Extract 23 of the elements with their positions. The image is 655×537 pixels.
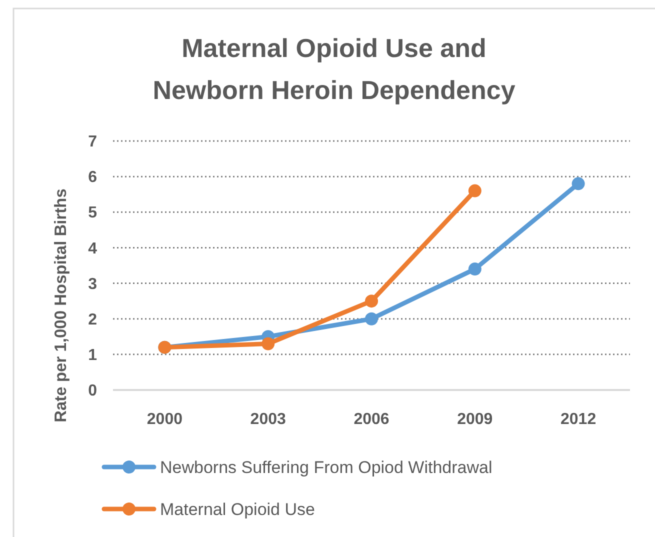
legend-label: Newborns Suffering From Opiod Withdrawal (160, 458, 492, 477)
x-tick-label: 2006 (354, 411, 390, 428)
y-tick-label: 7 (88, 134, 98, 151)
y-tick-label: 4 (88, 240, 98, 258)
y-tick-label: 0 (88, 382, 98, 400)
point (468, 184, 482, 198)
y-axis-title: Rate per 1,000 Hospital Births (52, 188, 70, 422)
x-tick-label: 2012 (560, 411, 596, 428)
x-tick-label: 2009 (457, 411, 493, 428)
y-tick-label: 5 (88, 204, 98, 222)
point (365, 312, 378, 326)
point (365, 294, 378, 308)
legend-label: Maternal Opioid Use (160, 500, 315, 519)
x-tick-label: 2000 (146, 411, 183, 428)
y-tick-label: 3 (88, 276, 98, 293)
y-tick-label: 2 (88, 311, 98, 328)
point (468, 262, 482, 276)
x-tick-label: 2003 (250, 411, 286, 428)
point (262, 337, 275, 350)
y-tick-label: 6 (88, 169, 98, 186)
y-tick-label: 1 (88, 347, 98, 364)
chart-title: Maternal Opioid Use and Newborn Heroin Dependency (152, 33, 516, 105)
point (572, 177, 585, 190)
